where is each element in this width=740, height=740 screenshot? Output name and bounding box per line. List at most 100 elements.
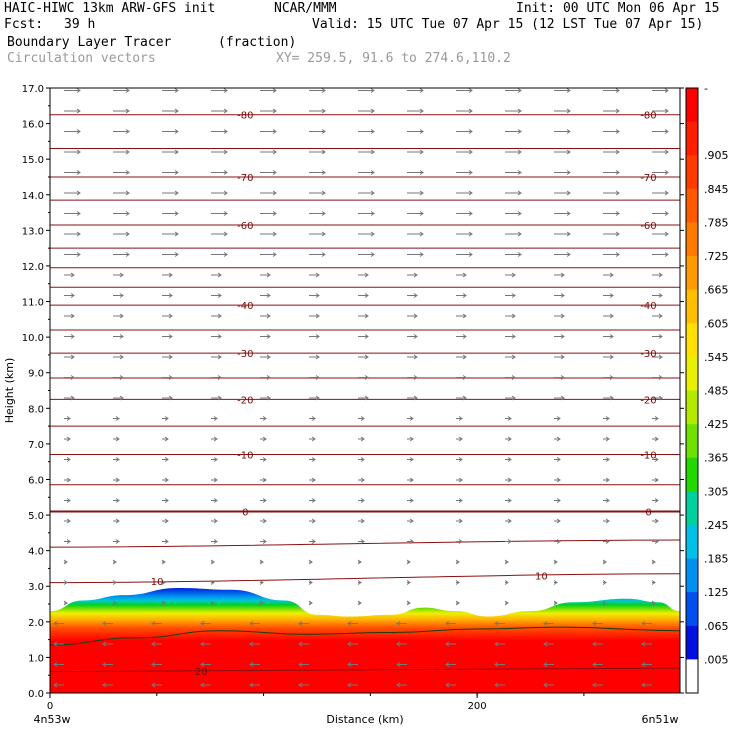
vector-arrow-head bbox=[311, 477, 316, 483]
vector-arrow-head bbox=[468, 88, 473, 93]
vector-arrow-head bbox=[125, 129, 130, 134]
vector-arrow-head bbox=[115, 539, 120, 544]
vector-arrow-head bbox=[458, 416, 463, 421]
vector-arrow-head bbox=[455, 600, 460, 606]
vector-arrow-head bbox=[308, 600, 313, 606]
vector-arrow-head bbox=[615, 108, 620, 114]
colorbar-swatch bbox=[686, 524, 698, 560]
vector-arrow-head bbox=[200, 641, 205, 647]
vector-arrow-head bbox=[560, 395, 565, 401]
vector-arrow-head bbox=[321, 211, 326, 216]
vector-arrow-head bbox=[223, 108, 228, 114]
vector-arrow-head bbox=[406, 580, 411, 585]
vector-arrow-head bbox=[249, 682, 254, 688]
vector-arrow-head bbox=[462, 313, 467, 319]
vector-arrow-head bbox=[462, 354, 467, 360]
vector-arrow-head bbox=[266, 375, 271, 380]
vector-arrow-head bbox=[76, 252, 81, 257]
vector-arrow-head bbox=[360, 477, 365, 483]
isotherm-label: -30 bbox=[237, 349, 253, 360]
isotherm-label: -70 bbox=[640, 173, 656, 184]
vector-arrow-head bbox=[174, 108, 179, 114]
vector-arrow-head bbox=[200, 621, 205, 626]
vector-arrow-head bbox=[560, 354, 565, 360]
vector-arrow-head bbox=[53, 662, 58, 667]
vector-arrow-head bbox=[164, 477, 169, 483]
vector-arrow-head bbox=[168, 354, 173, 360]
vector-arrow-head bbox=[566, 211, 571, 216]
vector-arrow-head bbox=[566, 149, 571, 155]
colorbar-swatch bbox=[686, 592, 698, 627]
vector-arrow-head bbox=[413, 334, 418, 339]
field-units: (fraction) bbox=[218, 35, 297, 50]
vector-arrow-head bbox=[174, 88, 179, 93]
vector-arrow-head bbox=[63, 580, 68, 585]
vector-arrow-head bbox=[115, 518, 120, 524]
isotherm-label: -60 bbox=[640, 221, 656, 232]
vector-arrow-head bbox=[223, 129, 228, 134]
vector-arrow-head bbox=[272, 252, 277, 257]
vector-arrow-head bbox=[272, 149, 277, 155]
vector-arrow-head bbox=[70, 293, 75, 298]
vector-arrow-head bbox=[458, 477, 463, 483]
y-tick-label: 7.0 bbox=[28, 440, 44, 451]
vector-arrow-head bbox=[370, 190, 375, 196]
vector-arrow-head bbox=[315, 354, 320, 360]
isotherm-label: -40 bbox=[237, 301, 253, 312]
vector-arrow-head bbox=[560, 375, 565, 380]
vector-arrow-head bbox=[419, 108, 424, 114]
vector-arrow-head bbox=[125, 231, 130, 237]
vector-arrow-head bbox=[223, 252, 228, 257]
x-start-location: 4n53w bbox=[34, 713, 71, 726]
vector-arrow-head bbox=[658, 354, 663, 360]
vector-arrow-head bbox=[445, 662, 450, 667]
vector-arrow-head bbox=[119, 313, 124, 319]
colorbar-label: .125 bbox=[704, 586, 729, 599]
vector-arrow-head bbox=[259, 559, 264, 565]
vector-arrow-head bbox=[357, 600, 362, 606]
vector-arrow-head bbox=[315, 313, 320, 319]
vector-arrow-head bbox=[272, 170, 277, 175]
vector-arrow-head bbox=[462, 272, 467, 278]
vector-arrow-head bbox=[315, 395, 320, 401]
vector-arrow-head bbox=[553, 600, 558, 606]
vector-arrow-head bbox=[217, 313, 222, 319]
vector-arrow-head bbox=[311, 539, 316, 544]
vector-arrow-head bbox=[445, 621, 450, 626]
vector-arrow-head bbox=[511, 354, 516, 360]
vector-arrow-head bbox=[507, 539, 512, 544]
vector-arrow-head bbox=[419, 149, 424, 155]
vector-arrow-head bbox=[266, 334, 271, 339]
x-tick-label: 200 bbox=[468, 701, 487, 712]
vector-arrow-head bbox=[298, 641, 303, 647]
vector-arrow-head bbox=[556, 436, 561, 442]
vector-arrow-head bbox=[605, 498, 610, 503]
vector-arrow-head bbox=[210, 559, 215, 565]
vector-arrow-head bbox=[468, 190, 473, 196]
vector-arrow-head bbox=[315, 334, 320, 339]
vector-arrow-head bbox=[70, 395, 75, 401]
vector-arrow-head bbox=[543, 621, 548, 626]
vector-arrow-head bbox=[298, 621, 303, 626]
vector-arrow-head bbox=[151, 641, 156, 647]
vector-arrow-head bbox=[70, 334, 75, 339]
vector-arrow-head bbox=[76, 211, 81, 216]
vector-arrow-head bbox=[272, 129, 277, 134]
y-tick-label: 9.0 bbox=[28, 369, 44, 380]
vector-arrow-head bbox=[615, 129, 620, 134]
vector-arrow-head bbox=[249, 621, 254, 626]
tracer-field bbox=[50, 588, 680, 693]
vector-arrow-head bbox=[370, 231, 375, 237]
vector-arrow-head bbox=[262, 518, 267, 524]
vector-arrow-head bbox=[66, 518, 71, 524]
isotherm-label: -70 bbox=[237, 173, 253, 184]
vector-arrow-head bbox=[507, 457, 512, 462]
colorbar-label: .365 bbox=[704, 452, 729, 465]
fcst-value: 39 h bbox=[64, 17, 96, 32]
y-tick-label: 3.0 bbox=[28, 582, 44, 593]
vector-arrow-head bbox=[406, 559, 411, 565]
x-end-location: 6n51w bbox=[642, 713, 679, 726]
vector-arrow-head bbox=[174, 252, 179, 257]
vector-arrow-head bbox=[161, 559, 166, 565]
vector-arrow-head bbox=[347, 641, 352, 647]
